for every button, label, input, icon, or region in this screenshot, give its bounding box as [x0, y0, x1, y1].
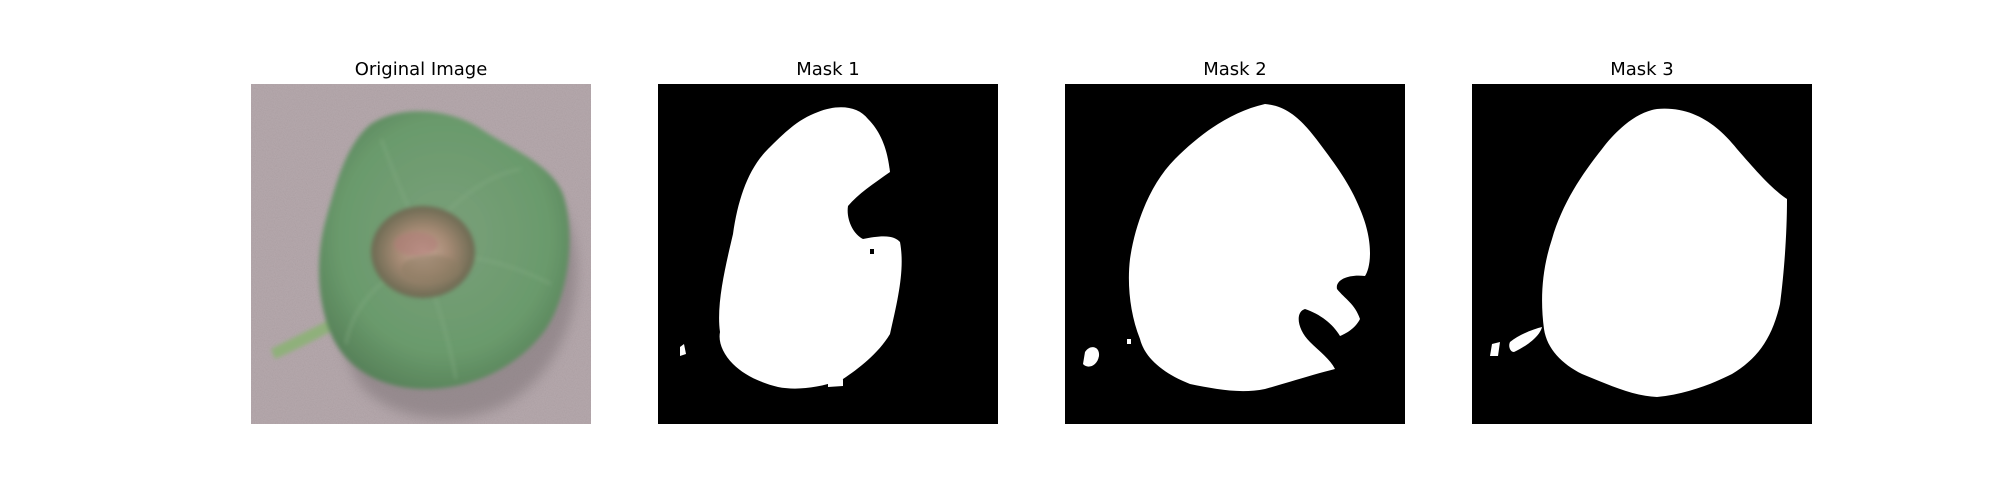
panel-title: Mask 2: [1203, 59, 1267, 80]
panel-mask-2: Mask 2: [1065, 55, 1405, 424]
mask-image: [658, 84, 998, 424]
panel-title: Original Image: [354, 59, 488, 80]
panel-title: Mask 3: [1610, 59, 1674, 80]
panel-original-image: Original Image: [251, 55, 591, 424]
panel-mask-3: Mask 3: [1472, 55, 1812, 424]
original-leaf-photo: [251, 84, 591, 424]
panel-title: Mask 1: [796, 59, 860, 80]
mask-image: [1065, 84, 1405, 424]
panel-mask-1: Mask 1: [658, 55, 998, 424]
mask-image: [1472, 84, 1812, 424]
